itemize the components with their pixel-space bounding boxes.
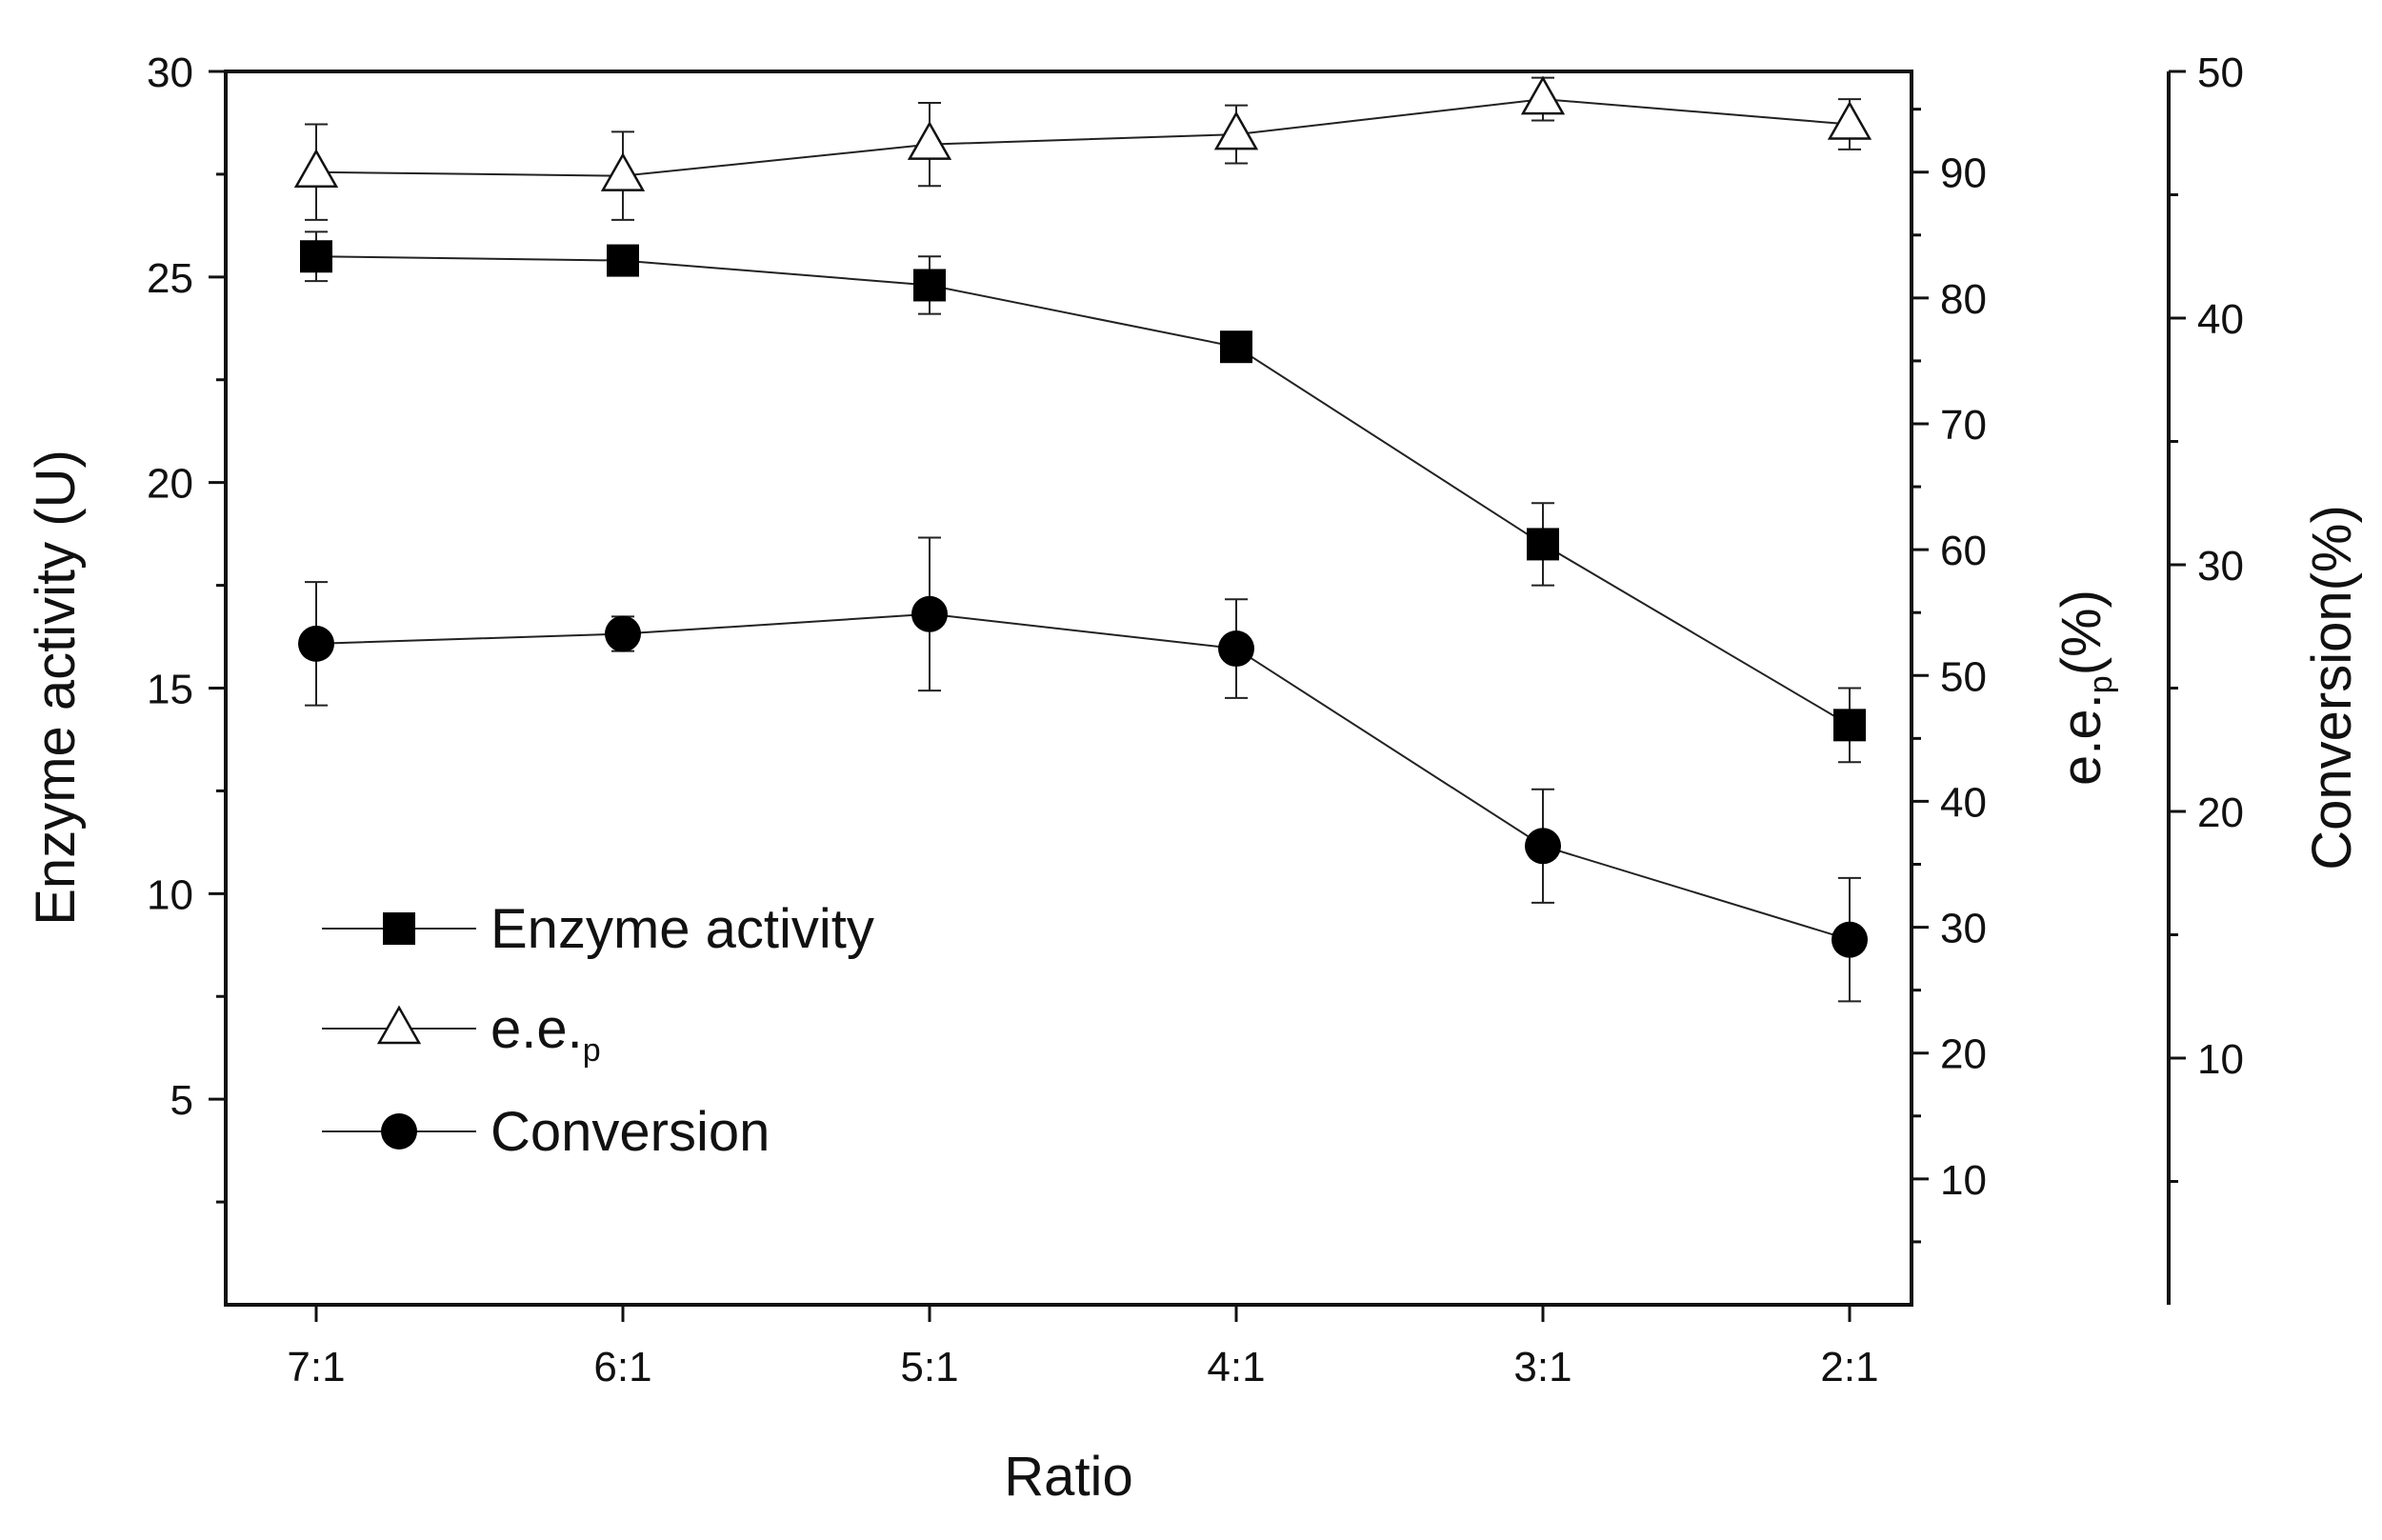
ee-axis-tick-label: 30 xyxy=(1940,906,1987,952)
ee-axis-tick-label: 90 xyxy=(1940,150,1987,197)
conversion-axis-tick-label: 50 xyxy=(2197,50,2244,96)
legend-marker xyxy=(381,1113,417,1150)
e-e-p-point xyxy=(1827,100,1872,140)
conversion-line xyxy=(315,612,1851,941)
left-axis-title: Enzyme activity (U) xyxy=(25,450,87,926)
legend-label-text: e.e. xyxy=(490,998,583,1060)
x-axis-tick-label: 5:1 xyxy=(900,1344,958,1390)
legend: Enzyme activity e.e.p Conversion xyxy=(322,898,874,1163)
series-enzyme-activity xyxy=(300,230,1866,764)
conversion-point xyxy=(298,625,334,662)
e-e-p-line xyxy=(315,98,1851,177)
ee-axis-tick-label: 40 xyxy=(1940,779,1987,826)
enzyme-activity-line xyxy=(315,255,1851,727)
e-e-p-point xyxy=(1213,110,1259,150)
enzyme-activity-point xyxy=(300,240,332,273)
conversion-axis-tick-label: 40 xyxy=(2197,296,2244,343)
legend-marker xyxy=(376,1005,422,1045)
legend-label-text: Enzyme activity xyxy=(490,898,874,960)
e-e-p-point xyxy=(293,149,339,188)
legend-marker xyxy=(383,912,415,945)
left-axis-tick-label: 20 xyxy=(147,461,193,508)
series-layer xyxy=(293,75,1872,1003)
series-e-e-p xyxy=(293,75,1872,221)
plot-frame xyxy=(224,70,1913,1307)
left-axis-tick-label: 10 xyxy=(147,871,193,918)
ee-axis-tick-label: 70 xyxy=(1940,402,1987,449)
ee-axis-title: e.e.p(%) xyxy=(2051,590,2119,786)
ee-axis-title-suffix: (%) xyxy=(2051,590,2112,675)
legend-label-text: Conversion xyxy=(490,1101,770,1163)
left-axis-tick-label: 5 xyxy=(170,1077,193,1124)
e-e-p-point xyxy=(907,121,952,160)
enzyme-activity-point xyxy=(913,269,946,302)
ee-axis-title-sub: p xyxy=(2083,675,2119,693)
enzyme-activity-point xyxy=(607,244,639,277)
enzyme-activity-point xyxy=(1527,528,1559,561)
conversion-axis-title: Conversion(%) xyxy=(2301,505,2363,870)
x-axis-tick-label: 2:1 xyxy=(1820,1344,1878,1390)
ee-axis-tick-label: 20 xyxy=(1940,1031,1987,1078)
conversion-point xyxy=(1525,828,1561,865)
enzyme-activity-point xyxy=(1833,709,1866,742)
e-e-p-point xyxy=(600,152,646,191)
e-e-p-point xyxy=(1520,75,1566,115)
x-axis-title: Ratio xyxy=(1004,1446,1132,1508)
conversion-axis-tick-label: 20 xyxy=(2197,790,2244,836)
left-axis-tick-label: 30 xyxy=(147,50,193,96)
series-conversion xyxy=(298,536,1868,1003)
conversion-point xyxy=(911,595,948,632)
ee-axis-tick-label: 10 xyxy=(1940,1157,1987,1204)
left-axis-tick-label: 25 xyxy=(147,255,193,302)
conversion-point xyxy=(1218,630,1254,668)
conversion-axis-tick-label: 10 xyxy=(2197,1036,2244,1083)
left-axis-tick-label: 15 xyxy=(147,667,193,713)
ee-axis-tick-label: 80 xyxy=(1940,276,1987,323)
legend-label: Enzyme activity xyxy=(490,898,874,960)
conversion-point xyxy=(1832,921,1868,958)
legend-label: Conversion xyxy=(490,1101,770,1163)
legend-label: e.e.p xyxy=(490,998,601,1069)
ee-axis-tick-label: 60 xyxy=(1940,528,1987,574)
enzyme-activity-point xyxy=(1220,330,1252,364)
conversion-axis-tick-label: 30 xyxy=(2197,543,2244,590)
x-axis-tick-label: 3:1 xyxy=(1513,1344,1571,1390)
ee-axis-tick-label: 50 xyxy=(1940,653,1987,700)
ee-axis-title-main: e.e. xyxy=(2051,693,2112,786)
x-axis-tick-label: 7:1 xyxy=(287,1344,345,1390)
x-axis-tick-label: 4:1 xyxy=(1207,1344,1265,1390)
conversion-point xyxy=(605,615,641,652)
ticks-layer: 5 10 15 20 25 30 10 20 30 40 50 60 70 80 90 10 20 30 40 50 7… xyxy=(147,50,2244,1390)
legend-label-subscript: p xyxy=(583,1032,601,1069)
x-axis-tick-label: 6:1 xyxy=(593,1344,651,1390)
